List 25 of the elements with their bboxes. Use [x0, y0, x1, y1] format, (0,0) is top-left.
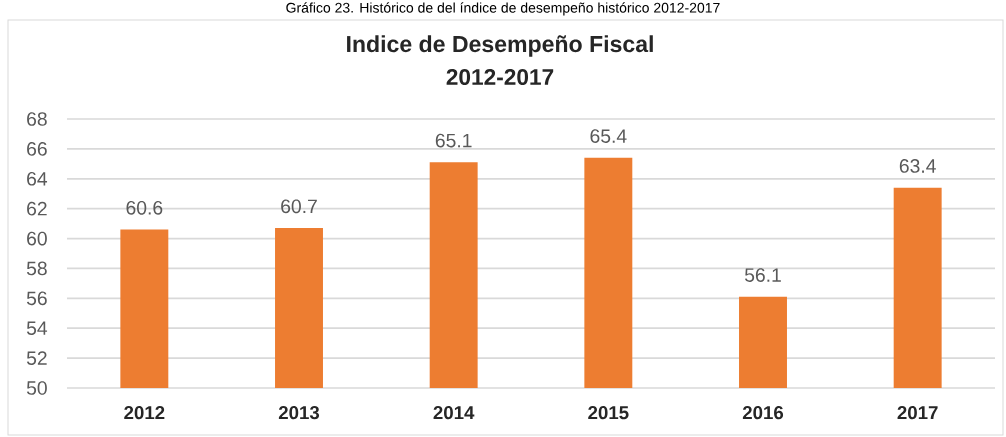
y-tick-label: 52	[26, 351, 47, 365]
data-label: 65.1	[435, 133, 472, 148]
y-tick-label: 58	[26, 261, 47, 276]
chart-subtitle: 2012-2017	[446, 68, 554, 86]
y-tick-label: 68	[27, 112, 47, 126]
data-label: 60.6	[126, 200, 163, 215]
data-label: 63.4	[899, 159, 936, 173]
data-label: 65.4	[590, 129, 627, 143]
x-tick-label: 2012	[124, 406, 165, 420]
x-tick-label: 2014	[433, 406, 475, 420]
data-label: 56.1	[744, 268, 781, 282]
text: Gráfico 23. Histórico de del índice de desempeño histórico 2012-2017	[286, 2, 720, 16]
y-tick-label: 56	[26, 291, 47, 306]
x-tick-label: 2015	[588, 406, 629, 420]
y-tick-label: 60	[27, 231, 47, 246]
y-tick-label: 66	[27, 142, 47, 156]
y-tick-label: 50	[26, 381, 47, 395]
y-tick-label: 62	[27, 201, 47, 216]
x-tick-label: 2013	[278, 406, 320, 420]
y-tick-label: 64	[27, 171, 48, 186]
x-tick-label: 2017	[897, 406, 938, 420]
x-tick-label: 2016	[742, 406, 784, 420]
chart-title: Indice de Desempeño Fiscal	[347, 35, 653, 57]
data-label: 60.7	[281, 199, 317, 214]
y-tick-label: 54	[26, 321, 48, 335]
